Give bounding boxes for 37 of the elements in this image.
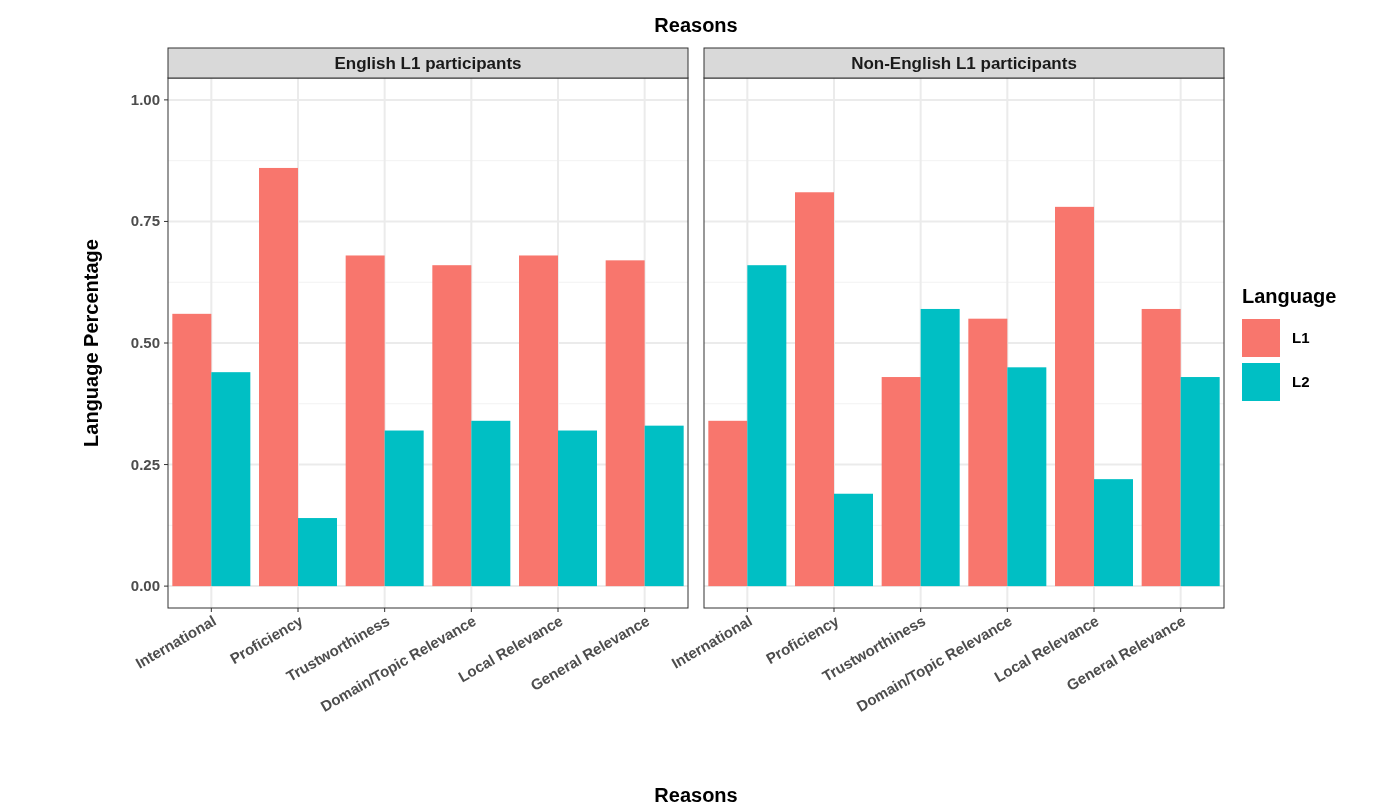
bar [881, 377, 921, 587]
y-tick-label: 1.00 [130, 90, 160, 108]
y-tick-label: 0.00 [130, 577, 160, 595]
bar [920, 308, 960, 587]
bar [708, 420, 748, 587]
bar [345, 255, 385, 587]
y-tick-label: 0.75 [130, 212, 160, 230]
bar [1094, 479, 1133, 587]
bar [795, 192, 834, 587]
text: Reasons [654, 14, 738, 36]
y-axis-title: Language Percentage [80, 239, 102, 447]
bar [1007, 367, 1047, 587]
bar [211, 372, 251, 587]
bar [1141, 308, 1181, 587]
bar [432, 265, 472, 587]
bar [968, 318, 1008, 587]
bar [384, 430, 424, 587]
chart-title: Non-English L1 participants [851, 54, 1077, 73]
chart-title: English L1 participants [334, 54, 522, 73]
bar [747, 265, 787, 587]
text: L1 [1292, 329, 1310, 346]
bar [1055, 206, 1094, 587]
bar [259, 167, 298, 587]
bar [519, 255, 558, 587]
bar [605, 260, 645, 587]
bar [298, 518, 337, 587]
bar [471, 420, 511, 587]
legend-title: Language [1242, 285, 1337, 307]
text: L2 [1292, 373, 1310, 390]
y-tick-label: 0.50 [130, 334, 160, 351]
bar [172, 313, 212, 587]
y-tick-label: 0.25 [130, 455, 160, 473]
bar [1180, 377, 1220, 587]
bar [644, 425, 684, 587]
bar [558, 430, 597, 587]
bar [834, 493, 873, 587]
x-axis-title: Reasons [654, 784, 738, 806]
